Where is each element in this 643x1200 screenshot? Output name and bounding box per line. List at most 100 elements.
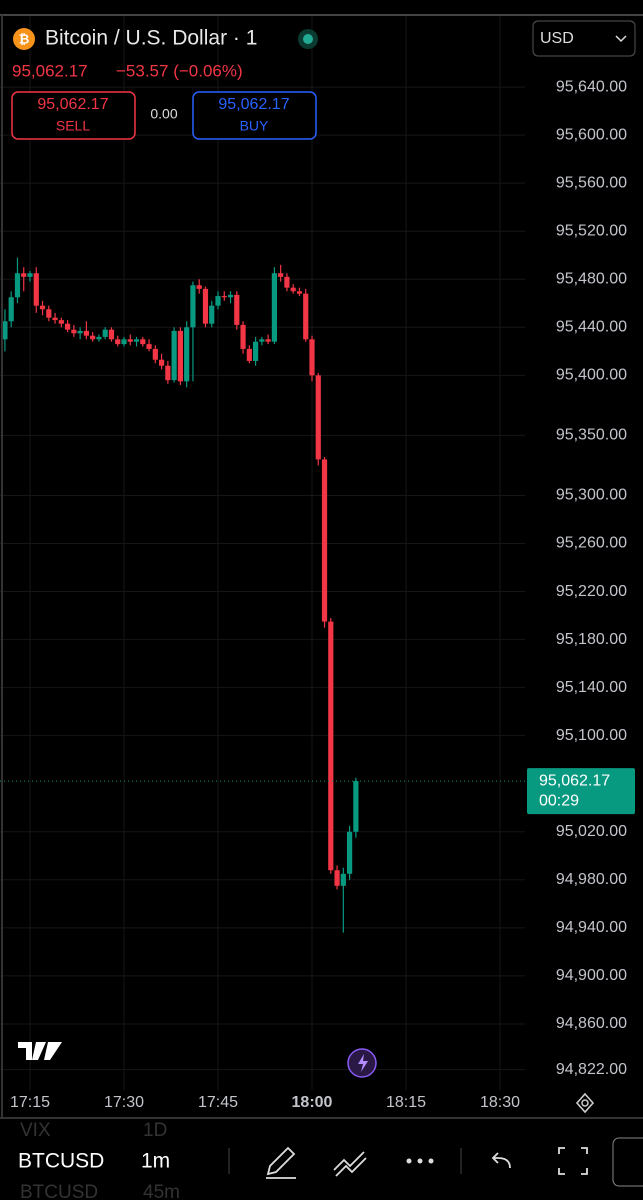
currency: USD: [540, 30, 574, 47]
bolt: [358, 1054, 368, 1072]
x-tick-label: 17:30: [104, 1094, 144, 1111]
draw-tool[interactable]: [266, 1146, 296, 1179]
candle-body: [140, 339, 146, 345]
interval[interactable]: 1m: [141, 1150, 170, 1173]
last-price: 95,062.17: [12, 61, 88, 80]
candle-body: [190, 285, 196, 328]
candle-body: [39, 305, 46, 310]
coin-glyph: ₿: [19, 31, 30, 46]
dot: [417, 1158, 423, 1164]
y-tick-label: 95,220.00: [556, 583, 627, 600]
y-tick-label: 95,520.00: [556, 222, 627, 239]
candle-body: [340, 873, 346, 886]
candle-body: [90, 335, 96, 340]
candle-body: [21, 273, 27, 277]
price-change: −53.57 (−0.06%): [116, 61, 243, 80]
candle-body: [215, 296, 221, 306]
candle-body: [259, 339, 265, 342]
candle-body: [171, 330, 177, 381]
sell-price: 95,062.17: [37, 96, 108, 113]
candle-body: [278, 273, 284, 277]
candle-body: [8, 297, 14, 322]
gear: [575, 1092, 595, 1114]
symbol[interactable]: BTCUSD: [18, 1150, 104, 1173]
ghost-interval: 1D: [143, 1120, 167, 1141]
candle-body: [265, 339, 271, 342]
candle-body: [271, 273, 277, 342]
coin-icon: [13, 28, 35, 50]
y-tick-label: 95,100.00: [556, 727, 627, 744]
spread: 0.00: [150, 106, 177, 122]
candle-body: [33, 273, 39, 306]
fullscreen[interactable]: [558, 1147, 588, 1175]
buy-label: BUY: [240, 118, 269, 134]
y-tick-label: 95,600.00: [556, 126, 627, 143]
settings-icon[interactable]: [575, 1092, 595, 1114]
candle-body: [96, 336, 102, 340]
candle-body: [121, 339, 127, 345]
candle-body: [221, 296, 227, 298]
y-tick-label: 95,350.00: [556, 427, 627, 444]
dot: [428, 1158, 434, 1164]
trend-tool[interactable]: [333, 1151, 367, 1177]
candle-body: [127, 339, 133, 342]
tv-logo: [18, 1042, 62, 1060]
x-tick-label: 17:15: [10, 1094, 50, 1111]
candle-body: [296, 291, 303, 294]
price-label-box: [527, 768, 635, 815]
candle-body: [240, 324, 246, 349]
candles: [0, 257, 525, 933]
candle-body: [159, 359, 165, 366]
ghost-interval: 45m: [143, 1182, 180, 1200]
candle-body: [152, 348, 158, 360]
status-dot: [303, 34, 313, 44]
candle-body: [284, 276, 290, 288]
candle-body: [2, 321, 8, 340]
buy-price: 95,062.17: [218, 96, 289, 113]
x-tick-label: 18:00: [292, 1094, 333, 1111]
axes: 95,640.00 95,600.00 95,560.00 95,520.00 95,4…: [10, 78, 635, 1111]
y-tick-label: 95,480.00: [556, 270, 627, 287]
grid: [0, 15, 525, 1090]
candle-body: [146, 344, 152, 349]
candle-body: [303, 293, 309, 340]
candle-body: [77, 330, 83, 334]
sell-button[interactable]: [11, 91, 136, 140]
candle-body: [46, 309, 52, 318]
candle-body: [290, 287, 296, 292]
undo[interactable]: [491, 1152, 511, 1169]
candle-body: [184, 327, 190, 382]
countdown: 00:29: [539, 792, 579, 809]
y-tick-label: 94,980.00: [556, 871, 627, 888]
y-tick-label: 95,560.00: [556, 174, 627, 191]
symbol-title: Bitcoin / U.S. Dollar · 1: [45, 27, 257, 50]
candle-body: [246, 348, 252, 361]
y-tick-label: 95,020.00: [556, 823, 627, 840]
candle-body: [177, 330, 183, 382]
currency-select[interactable]: [532, 20, 636, 57]
y-tick-label: 94,940.00: [556, 919, 627, 936]
candle-body: [14, 273, 21, 298]
chevron: [615, 35, 627, 43]
y-tick-label: 95,260.00: [556, 535, 627, 552]
candle-body: [102, 329, 108, 337]
y-tick-label: 94,822.00: [556, 1061, 627, 1078]
candle-body: [58, 320, 64, 324]
x-tick-label: 18:15: [386, 1094, 426, 1111]
x-tick-label: 18:30: [480, 1094, 520, 1111]
y-tick-label: 95,300.00: [556, 487, 627, 504]
y-tick-label: 95,400.00: [556, 367, 627, 384]
buy-button[interactable]: [192, 91, 317, 140]
candle-body: [234, 294, 240, 325]
candle-body: [309, 339, 315, 376]
x-tick-label: 17:45: [198, 1094, 238, 1111]
ghost-symbol: VIX: [20, 1120, 51, 1141]
candle-body: [52, 317, 58, 321]
candle-body: [196, 285, 202, 289]
price-label: 95,062.17: [539, 772, 610, 789]
more[interactable]: [406, 1158, 434, 1164]
y-tick-label: 95,140.00: [556, 679, 627, 696]
candle-body: [115, 339, 121, 345]
